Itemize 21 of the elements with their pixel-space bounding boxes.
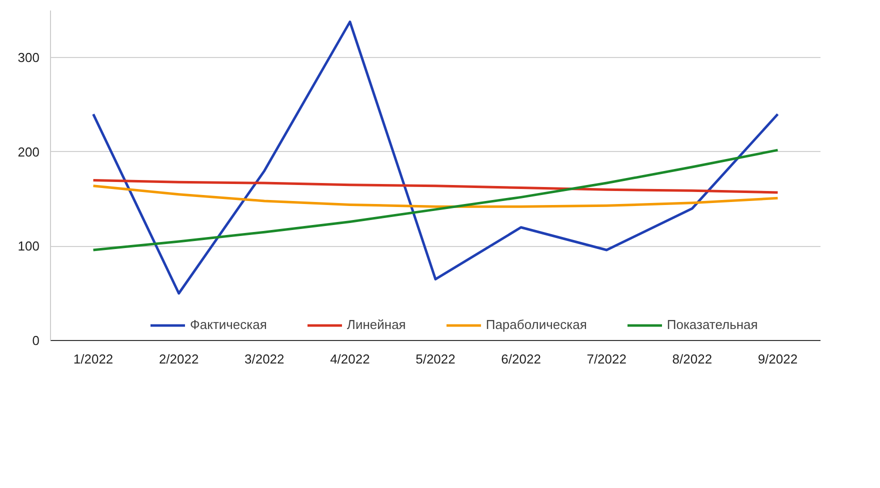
legend-label: Линейная bbox=[346, 317, 406, 332]
x-tick-label: 9/2022 bbox=[758, 352, 798, 366]
x-tick-label: 1/2022 bbox=[73, 352, 114, 366]
x-tick-label: 3/2022 bbox=[244, 352, 284, 366]
x-tick-label: 4/2022 bbox=[330, 352, 370, 366]
line-series bbox=[92, 148, 779, 252]
line-series bbox=[92, 20, 779, 295]
x-tick-label: 6/2022 bbox=[501, 352, 541, 366]
y-tick-label: 200 bbox=[18, 144, 40, 160]
y-tick-label: 100 bbox=[18, 238, 40, 254]
legend-label: Показательная bbox=[666, 317, 758, 332]
y-tick-label: 300 bbox=[18, 50, 40, 66]
legend-label: Фактическая bbox=[190, 317, 267, 332]
x-tick-label: 8/2022 bbox=[672, 352, 712, 366]
x-tick-label: 5/2022 bbox=[416, 352, 456, 366]
x-tick-label: 2/2022 bbox=[158, 352, 199, 366]
legend-label: Параболическая bbox=[486, 317, 587, 332]
line-series bbox=[92, 184, 779, 208]
line-series bbox=[92, 178, 779, 194]
x-tick-label: 7/2022 bbox=[586, 352, 626, 366]
y-tick-label: 0 bbox=[32, 333, 40, 348]
